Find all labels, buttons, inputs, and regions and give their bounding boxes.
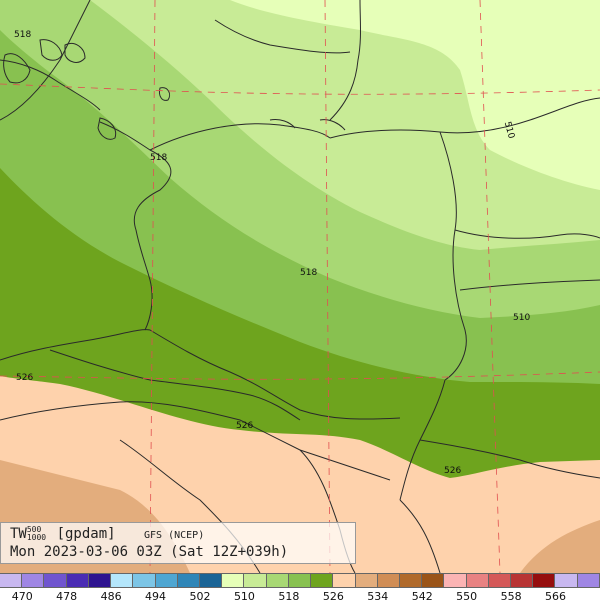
map-caption: TW 500 1000 [gpdam] GFS (NCEP) Mon 2023-03… (0, 522, 356, 564)
legend-swatch (511, 574, 534, 587)
level-bottom: 1000 (26, 533, 47, 542)
thickness-map: 518 518 518 510 510 526 526 526 (0, 0, 600, 573)
legend-tick-label: 542 (411, 590, 433, 603)
legend-tick-label: 534 (367, 590, 389, 603)
variable-name: TW (10, 526, 27, 542)
caption-line-title: TW 500 1000 [gpdam] GFS (NCEP) (10, 526, 355, 544)
contour-label: 526 (236, 421, 253, 431)
legend-swatch (244, 574, 267, 587)
legend-tick-label: 558 (500, 590, 522, 603)
contour-label: 518 (300, 268, 317, 278)
legend-swatch (111, 574, 134, 587)
level-top: 500 (26, 525, 42, 534)
legend-swatch (288, 574, 312, 587)
legend-swatch (377, 574, 400, 587)
legend-tick-label: 566 (545, 590, 567, 603)
legend-tick-label: 518 (278, 590, 300, 603)
valid-time: Mon 2023-03-06 03Z (Sat 12Z+039h) (10, 544, 289, 560)
legend-swatch (466, 574, 489, 587)
legend-swatch (155, 574, 178, 587)
legend-swatch (22, 574, 45, 587)
legend-tick-label: 486 (100, 590, 122, 603)
legend-swatch (355, 574, 378, 587)
legend-swatch (177, 574, 200, 587)
legend-swatch (488, 574, 512, 587)
legend-swatch (199, 574, 223, 587)
legend-swatch (422, 574, 445, 587)
legend-swatch (66, 574, 89, 587)
legend-tick-label: 478 (56, 590, 78, 603)
contour-label: 518 (14, 30, 31, 40)
legend-swatch (88, 574, 112, 587)
band-lt-510 (230, 0, 600, 190)
legend-tick-label: 470 (11, 590, 33, 603)
legend-tick-label: 526 (322, 590, 344, 603)
legend-swatch (266, 574, 289, 587)
legend-tick-label: 510 (233, 590, 255, 603)
legend-swatch (222, 574, 245, 587)
legend-swatch (333, 574, 356, 587)
legend-swatch (555, 574, 578, 587)
legend-swatch (44, 574, 67, 587)
contour-label: 510 (513, 313, 530, 323)
graticule (0, 0, 600, 573)
band-534-542-east (520, 520, 600, 573)
contour-label: 510 (502, 121, 516, 140)
contour-label: 518 (150, 153, 167, 163)
legend-swatch (399, 574, 423, 587)
legend-swatch (133, 574, 156, 587)
contour-label: 526 (16, 373, 33, 383)
coastline-islands (3, 39, 346, 140)
legend-color-bar (0, 573, 600, 588)
legend-tick-label: 494 (145, 590, 167, 603)
legend-swatch (577, 574, 600, 587)
unit-label: [gpdam] (56, 526, 116, 542)
legend-swatch (311, 574, 334, 587)
contour-label: 526 (444, 466, 461, 476)
legend-swatch (444, 574, 467, 587)
legend-tick-label: 502 (189, 590, 211, 603)
legend-tick-label: 550 (456, 590, 478, 603)
legend-swatch (0, 574, 23, 587)
borders (0, 0, 600, 573)
legend-swatch (533, 574, 556, 587)
color-legend: 470 478 486 494 502 510 518 526 534 542 550 558 566 (0, 573, 600, 603)
legend-tick-labels: 470 478 486 494 502 510 518 526 534 542 550 558 566 (0, 590, 600, 603)
model-label: GFS (NCEP) (144, 530, 205, 541)
level-fraction: 500 1000 (27, 526, 46, 542)
